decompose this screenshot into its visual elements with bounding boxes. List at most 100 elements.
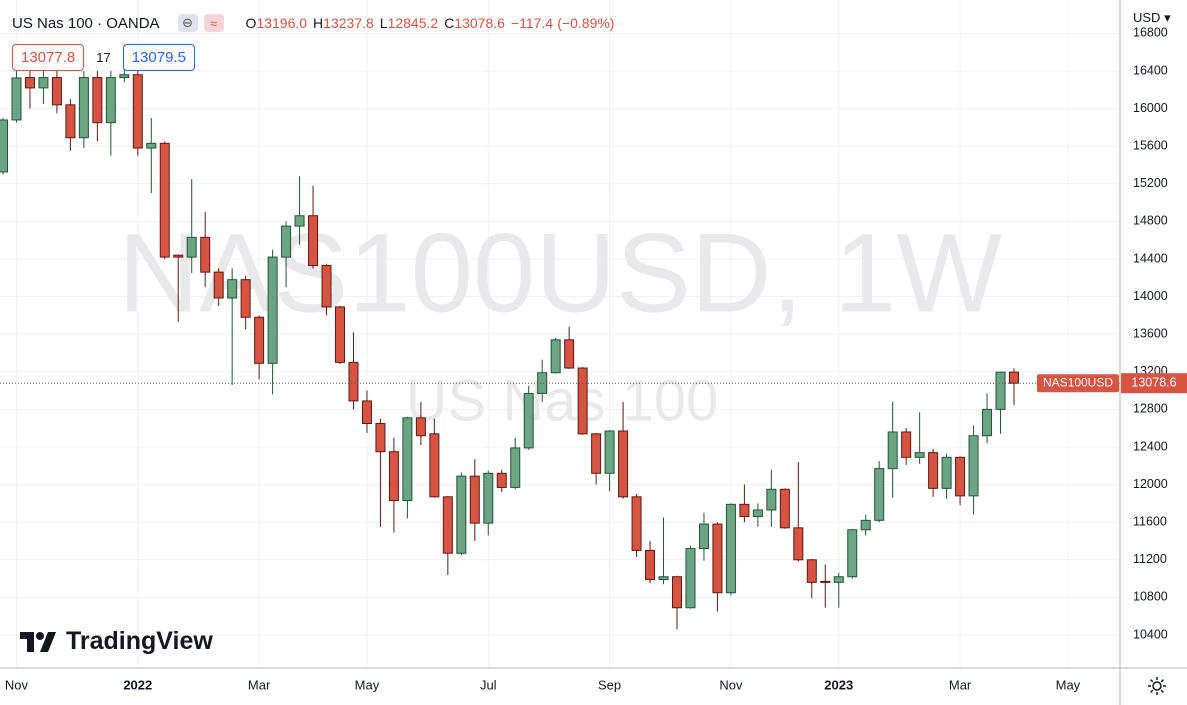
- candle-body: [995, 371, 1006, 410]
- candle-body: [941, 456, 952, 489]
- change-percent: (−0.89%): [557, 15, 615, 31]
- candle-body: [51, 77, 62, 106]
- candle-body: [456, 475, 467, 554]
- candle-body: [564, 339, 575, 369]
- x-tick-label: Mar: [949, 677, 972, 692]
- logo-icon: [20, 631, 56, 652]
- candle-body: [712, 523, 723, 594]
- candle-body: [496, 472, 507, 488]
- trade-buttons: 13077.8 17 13079.5: [12, 44, 195, 71]
- candle-body: [321, 265, 332, 308]
- y-tick-label: 15200: [1133, 176, 1168, 190]
- candle-body: [415, 417, 426, 437]
- candle-body: [335, 306, 345, 363]
- currency-menu[interactable]: USD ▾: [1133, 10, 1171, 25]
- logo-text: TradingView: [66, 627, 213, 655]
- y-tick-label: 10800: [1133, 590, 1168, 604]
- y-tick-label: 14000: [1133, 289, 1168, 303]
- candle-body: [968, 435, 979, 497]
- candle-body: [361, 400, 372, 424]
- candle-body: [146, 142, 157, 149]
- candle-body: [469, 475, 480, 524]
- candle-body: [105, 77, 116, 124]
- symbol-tag: NAS100USD: [1043, 375, 1113, 389]
- x-tick-label: 2022: [123, 677, 152, 692]
- candle-body: [887, 431, 898, 470]
- ohlc-key: L: [379, 15, 388, 31]
- x-tick-label: Nov: [5, 677, 29, 692]
- candle-body: [860, 519, 871, 531]
- candle-body: [308, 215, 319, 267]
- ohlc-key: O: [245, 15, 257, 31]
- y-tick-label: 16800: [1133, 26, 1168, 40]
- y-tick-label: 10400: [1133, 627, 1168, 641]
- candle-body: [402, 417, 413, 502]
- candle-body: [685, 548, 696, 609]
- candle-body: [847, 529, 858, 578]
- candle-body: [914, 452, 925, 458]
- x-tick-label: Jul: [480, 677, 497, 692]
- price-tag: 13078.6: [1131, 375, 1176, 389]
- x-tick-label: Nov: [719, 677, 743, 692]
- candle-body: [38, 77, 49, 89]
- candle-body: [227, 279, 238, 299]
- candle-body: [766, 488, 777, 511]
- candle-body: [725, 503, 736, 594]
- y-tick-label: 12800: [1133, 402, 1168, 416]
- candle-body: [537, 372, 548, 394]
- ohlc-item: C13078.6: [444, 15, 505, 31]
- y-tick-label: 15600: [1133, 138, 1168, 152]
- ohlc-value: 13237.8: [323, 15, 374, 31]
- candle-body: [752, 509, 763, 518]
- y-tick-label: 16400: [1133, 63, 1168, 77]
- candle-body: [618, 430, 629, 498]
- x-tick-label: May: [1056, 677, 1081, 692]
- x-tick-label: 2023: [824, 677, 853, 692]
- candle-body: [78, 77, 89, 139]
- candle-body: [955, 456, 966, 497]
- candle-body: [1009, 371, 1019, 384]
- candle-body: [604, 430, 615, 474]
- candle-body: [874, 468, 885, 521]
- compare-button[interactable]: ≈: [203, 14, 224, 32]
- candle-body: [92, 77, 103, 124]
- candle-body: [200, 236, 211, 273]
- symbol-tag-bg: [1037, 374, 1119, 393]
- candle-body: [132, 74, 143, 149]
- candle-body: [348, 361, 359, 402]
- ohlc-item: H13237.8: [313, 15, 374, 31]
- logo[interactable]: TradingView: [18, 627, 213, 656]
- candle-body: [833, 576, 844, 583]
- ohlc-value: 13078.6: [454, 15, 505, 31]
- candle-body: [820, 580, 831, 583]
- settings-gear[interactable]: [1148, 677, 1166, 695]
- symbol-title[interactable]: US Nas 100 · OANDA: [12, 14, 160, 32]
- candle-body: [672, 576, 682, 609]
- hide-button[interactable]: ⊖: [177, 14, 198, 32]
- candle-body: [388, 451, 399, 502]
- ohlc-value: 13196.0: [256, 15, 308, 31]
- price-tag-bg: [1121, 373, 1187, 394]
- ohlc-item: L12845.2: [380, 15, 438, 31]
- candle-body: [240, 279, 251, 318]
- grid: [0, 0, 1120, 668]
- candle-body: [24, 77, 35, 89]
- candle-body: [739, 503, 750, 518]
- candle-body: [510, 447, 521, 488]
- y-tick-label: 12000: [1133, 477, 1168, 491]
- candle-body: [698, 523, 709, 550]
- candle-body: [11, 77, 22, 121]
- ohlc-values: O13196.0 H13237.8 L12845.2 C13078.6: [246, 15, 511, 31]
- candle-body: [442, 496, 453, 554]
- buy-button[interactable]: 13079.5: [122, 44, 195, 71]
- y-tick-label: 14400: [1133, 251, 1168, 265]
- y-tick-label: 14800: [1133, 214, 1168, 228]
- watermark-group: NAS100USD, 1W US Nas 100: [118, 211, 1002, 434]
- watermark: NAS100USD, 1W: [118, 211, 1002, 336]
- sell-button[interactable]: 13077.8: [12, 44, 85, 71]
- candle-body: [213, 271, 224, 299]
- watermark-sub: US Nas 100: [406, 368, 719, 433]
